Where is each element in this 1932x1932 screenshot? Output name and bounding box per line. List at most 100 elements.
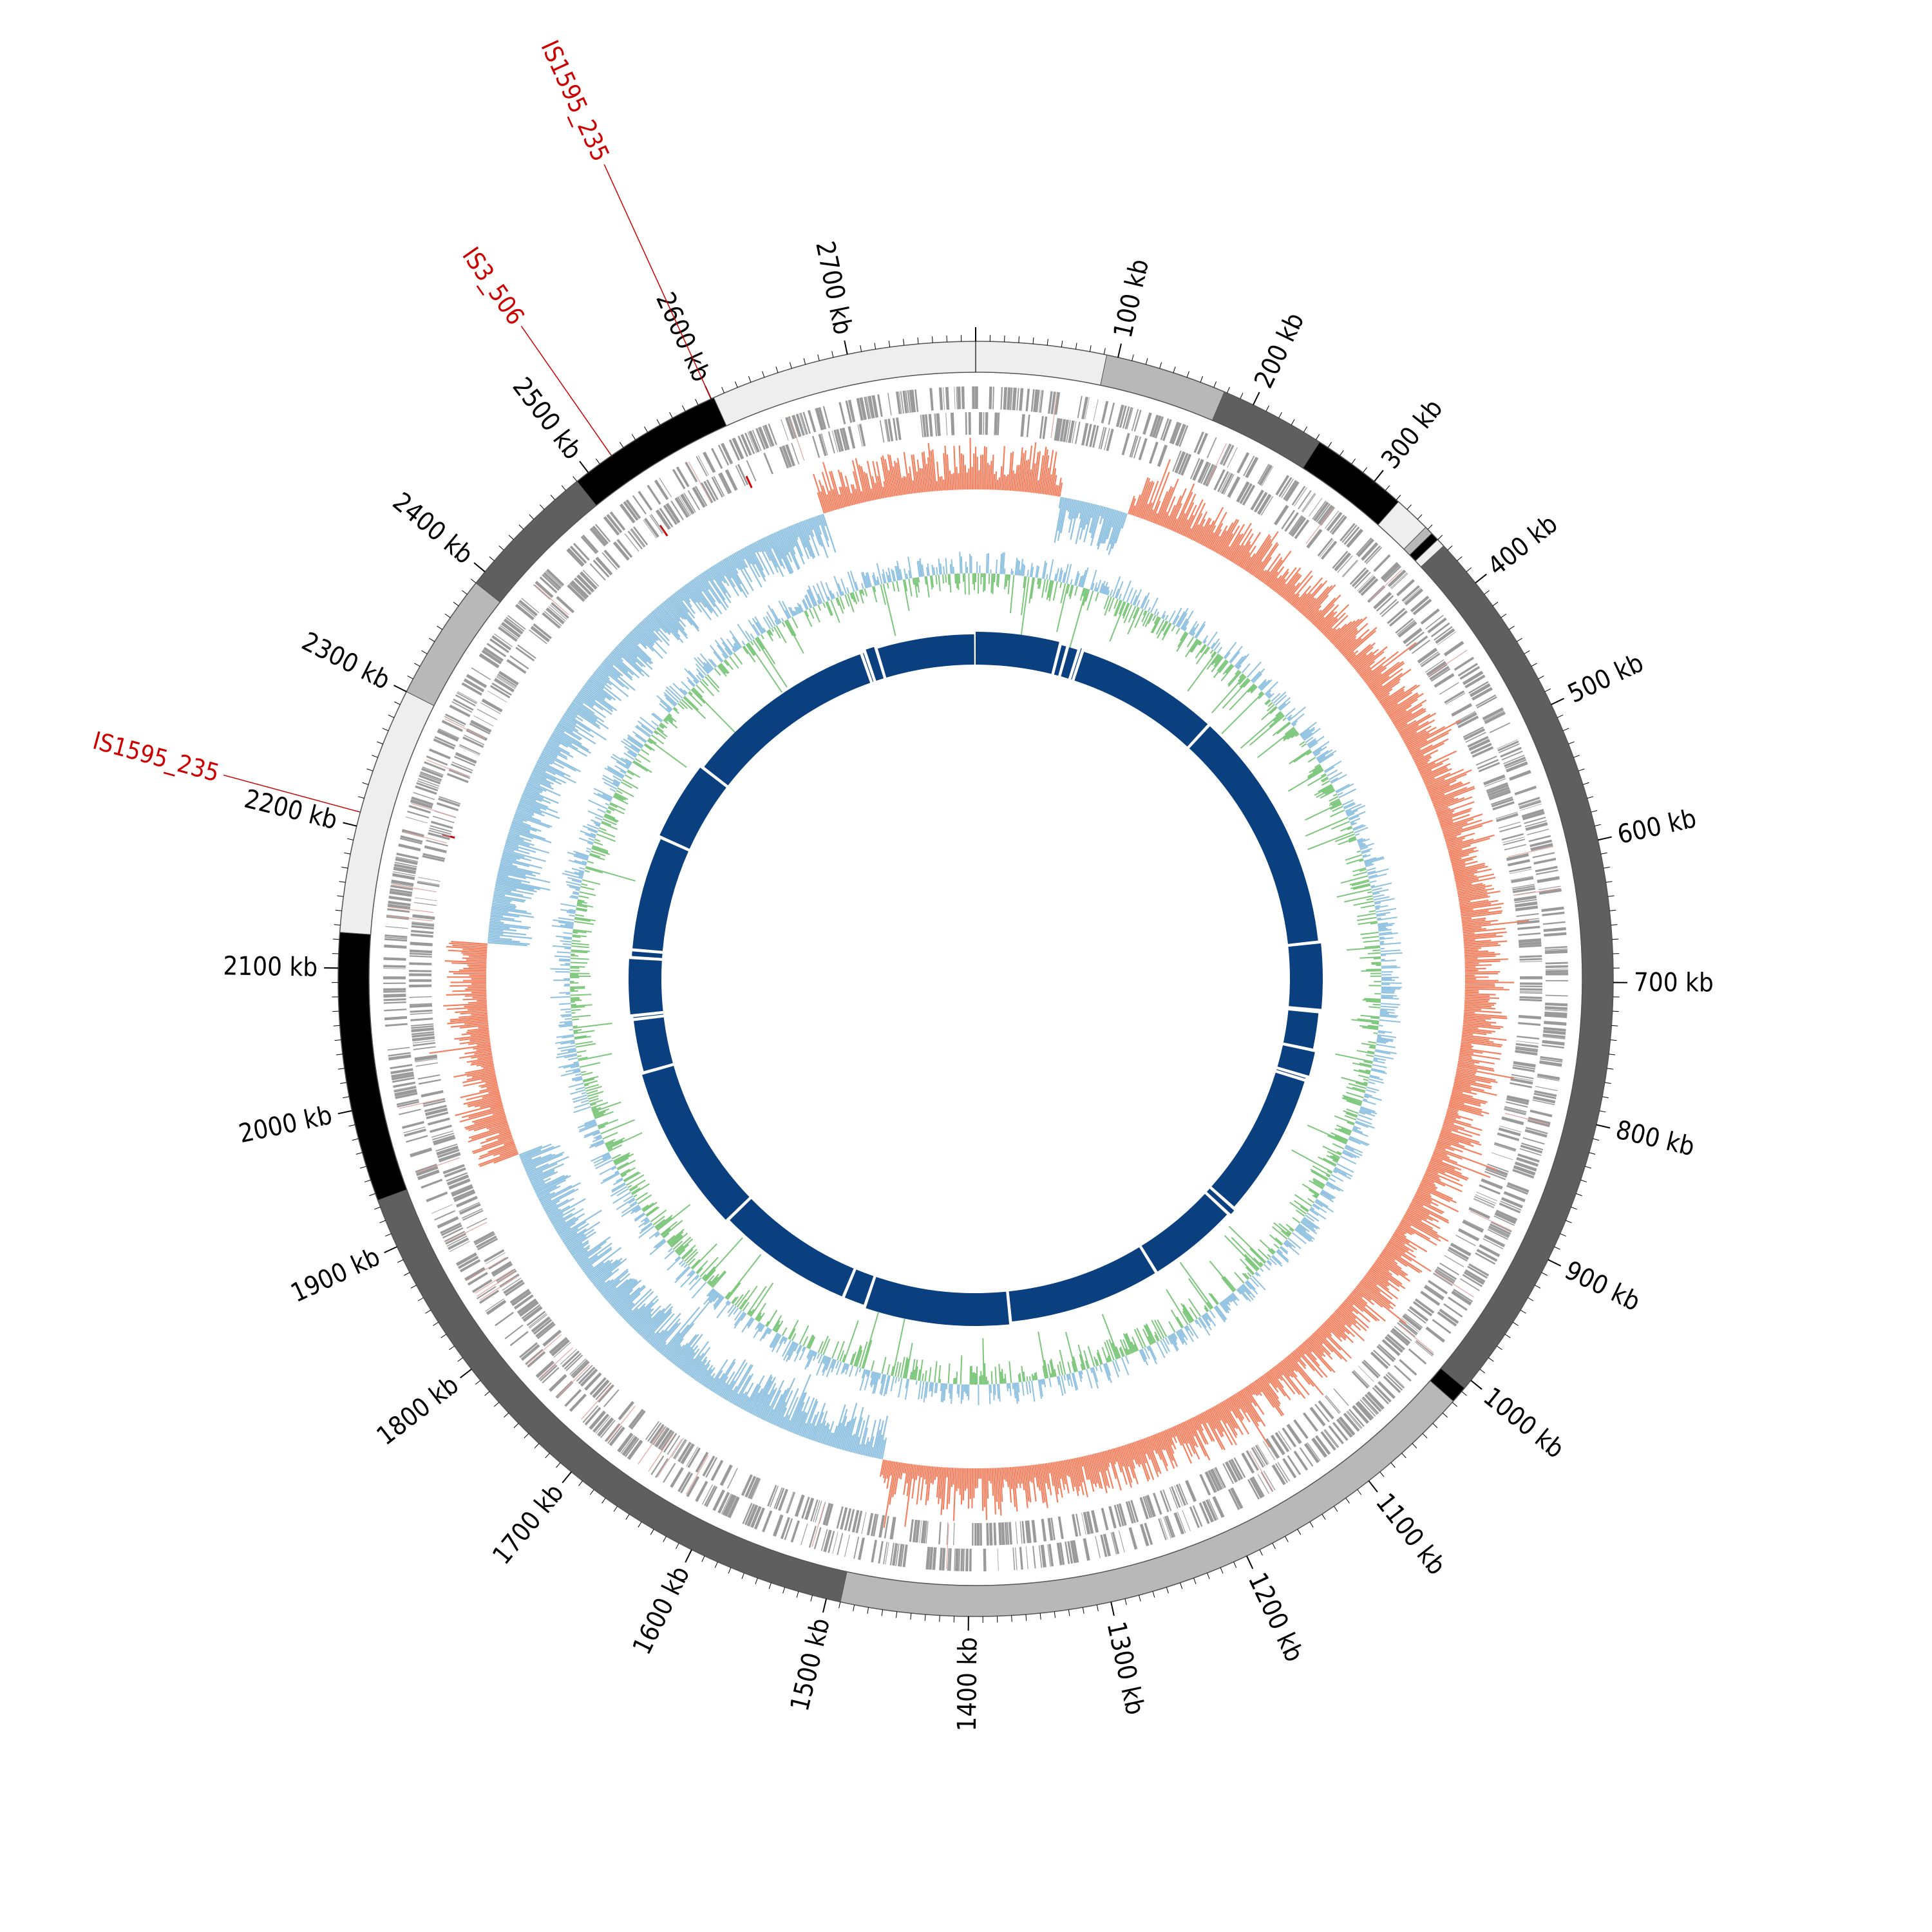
gene-highlight xyxy=(638,1426,665,1464)
minor-tick xyxy=(782,1587,786,1594)
minor-tick xyxy=(1589,1152,1596,1155)
minor-tick xyxy=(1595,824,1601,827)
minor-tick xyxy=(573,476,578,482)
minor-tick xyxy=(734,381,738,388)
gene-highlight xyxy=(1305,507,1334,544)
gene-highlight xyxy=(685,1455,709,1495)
minor-tick xyxy=(1396,495,1401,500)
minor-tick xyxy=(1492,601,1499,607)
minor-tick xyxy=(489,556,495,562)
inner-ring-segment xyxy=(633,1014,664,1018)
inner-ring-segment xyxy=(1074,652,1208,747)
minor-tick xyxy=(484,1391,490,1396)
minor-tick xyxy=(1568,741,1575,744)
tick-label: 2300 kb xyxy=(297,627,395,696)
minor-tick xyxy=(1427,524,1433,530)
minor-tick xyxy=(669,412,673,419)
minor-tick xyxy=(1488,1357,1494,1362)
minor-tick xyxy=(366,768,374,772)
minor-tick xyxy=(1582,782,1589,785)
minor-tick xyxy=(1611,1025,1618,1027)
minor-tick xyxy=(429,638,435,642)
gene-highlight xyxy=(1369,569,1403,601)
minor-tick xyxy=(1401,1453,1406,1459)
gene-highlight xyxy=(811,1503,825,1548)
minor-tick xyxy=(1528,1297,1534,1302)
tick-label: 1000 kb xyxy=(1477,1382,1569,1464)
major-tick xyxy=(844,340,848,355)
minor-tick xyxy=(1061,341,1063,348)
gc-content-track xyxy=(550,551,1403,1406)
inner-ring-segment xyxy=(1141,1193,1227,1272)
major-tick xyxy=(1117,343,1122,358)
minor-tick xyxy=(1390,1462,1396,1468)
gene-highlight xyxy=(790,417,805,461)
minor-tick xyxy=(1554,1246,1560,1250)
minor-tick xyxy=(397,1259,404,1263)
minor-tick xyxy=(1152,1591,1155,1598)
minor-tick xyxy=(1406,504,1412,510)
minor-tick xyxy=(656,419,661,426)
major-tick xyxy=(1110,1602,1115,1616)
gene-highlight xyxy=(607,1405,636,1442)
minor-tick xyxy=(410,1285,417,1289)
minor-tick xyxy=(714,1562,718,1568)
minor-tick xyxy=(663,1536,667,1542)
minor-tick xyxy=(379,1220,386,1224)
minor-tick xyxy=(1345,1497,1350,1504)
minor-tick xyxy=(1544,688,1551,692)
inner-ring-segment xyxy=(704,654,871,786)
inner-ring-segment xyxy=(1206,1188,1235,1215)
minor-tick xyxy=(762,371,765,378)
minor-tick xyxy=(382,728,389,732)
minor-tick xyxy=(1437,535,1443,540)
gene-highlight xyxy=(1398,1324,1434,1354)
minor-tick xyxy=(494,1402,500,1407)
gene-highlight xyxy=(1504,1113,1549,1125)
minor-tick xyxy=(1602,1096,1609,1099)
tick-label: 700 kb xyxy=(1634,968,1714,998)
minor-tick xyxy=(540,504,545,510)
major-tick xyxy=(685,1549,692,1563)
minor-tick xyxy=(394,701,401,705)
gene-highlight xyxy=(1470,1211,1511,1231)
minor-tick xyxy=(1541,1272,1548,1276)
gene-highlight xyxy=(1508,846,1552,858)
tick-label: 900 kb xyxy=(1560,1255,1644,1317)
gene-highlight xyxy=(388,906,434,913)
minor-tick xyxy=(433,1321,439,1326)
minor-tick xyxy=(874,343,876,350)
minor-tick xyxy=(803,358,806,365)
tick-label: 2500 kb xyxy=(507,372,588,465)
inner-ring-segment xyxy=(632,838,688,951)
tick-marks xyxy=(324,327,1627,1631)
tick-label: 1600 kb xyxy=(627,1562,696,1660)
inner-ring-segment xyxy=(1283,1010,1319,1049)
minor-tick xyxy=(867,1607,869,1614)
gene-highlight xyxy=(581,1385,612,1420)
inner-ring-segment xyxy=(866,1276,1010,1326)
minor-tick xyxy=(364,1179,371,1182)
gene-highlight xyxy=(477,1271,515,1297)
tick-label: 1500 kb xyxy=(785,1615,836,1714)
tick-label: 200 kb xyxy=(1249,308,1310,392)
outer-ring-segment xyxy=(339,691,435,935)
minor-tick xyxy=(810,1595,813,1602)
minor-tick xyxy=(589,1489,594,1495)
major-tick xyxy=(1596,1124,1611,1129)
minor-tick xyxy=(348,1124,355,1127)
minor-tick xyxy=(470,578,477,583)
minor-tick xyxy=(1333,1506,1338,1512)
minor-tick xyxy=(357,796,365,799)
gene-highlight xyxy=(657,1439,683,1477)
major-tick xyxy=(384,1245,398,1254)
minor-tick xyxy=(1497,1345,1502,1350)
outer-feature-ring xyxy=(337,341,1614,1617)
minor-tick xyxy=(1321,1513,1326,1520)
minor-tick xyxy=(1593,1138,1600,1141)
major-tick xyxy=(393,685,407,692)
major-tick xyxy=(460,1368,472,1379)
minor-tick xyxy=(838,1602,841,1609)
minor-tick xyxy=(1096,1604,1099,1611)
